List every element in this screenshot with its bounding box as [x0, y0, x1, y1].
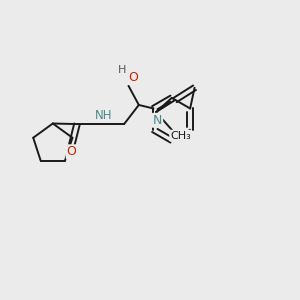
Text: H: H: [118, 65, 126, 76]
Text: CH₃: CH₃: [170, 130, 191, 141]
Text: O: O: [128, 71, 138, 84]
Text: N: N: [153, 114, 162, 127]
Text: O: O: [67, 145, 76, 158]
Text: NH: NH: [95, 109, 112, 122]
